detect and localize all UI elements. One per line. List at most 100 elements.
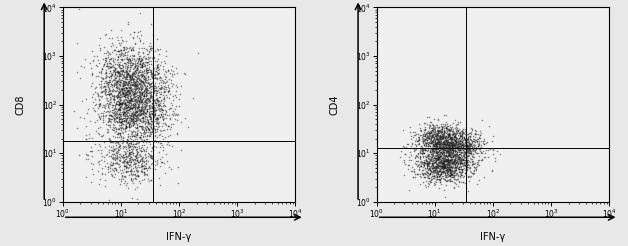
Point xyxy=(130,156,140,160)
Point xyxy=(404,188,414,192)
Point xyxy=(146,178,156,182)
Point xyxy=(440,146,450,150)
Point xyxy=(422,163,432,167)
Point xyxy=(123,73,133,77)
Point xyxy=(474,142,484,146)
Point xyxy=(441,149,452,153)
Point xyxy=(146,153,156,157)
Point xyxy=(446,159,456,163)
Point xyxy=(432,140,442,144)
Point xyxy=(439,165,449,169)
Point xyxy=(126,178,136,182)
Point xyxy=(117,117,127,121)
Point xyxy=(467,128,477,132)
Point xyxy=(125,154,135,158)
Point xyxy=(453,162,463,166)
Point xyxy=(87,81,97,85)
Point xyxy=(433,154,443,158)
Point xyxy=(109,94,119,98)
Point xyxy=(100,76,110,79)
Point xyxy=(113,132,123,136)
Point xyxy=(453,184,463,187)
Point xyxy=(107,163,117,167)
Point xyxy=(116,123,126,127)
Point xyxy=(121,105,131,109)
Point xyxy=(426,136,436,140)
Point xyxy=(122,113,132,117)
Point xyxy=(436,129,447,133)
Point xyxy=(129,99,139,103)
Point xyxy=(109,166,119,169)
Point xyxy=(138,64,148,68)
Point xyxy=(465,175,475,179)
Point xyxy=(131,82,141,86)
Point xyxy=(456,129,466,133)
Point xyxy=(438,161,448,165)
Point xyxy=(131,105,141,109)
Point xyxy=(118,153,128,157)
Point xyxy=(151,63,161,67)
Point xyxy=(457,155,467,159)
Point xyxy=(417,151,427,155)
Point xyxy=(132,90,142,93)
Point xyxy=(465,134,475,138)
Point xyxy=(104,137,114,141)
Point xyxy=(443,152,453,155)
Point xyxy=(458,145,468,149)
Point xyxy=(131,168,141,172)
Point xyxy=(447,155,457,159)
Point xyxy=(436,176,446,180)
Point xyxy=(116,48,126,52)
Point xyxy=(113,148,123,152)
Point xyxy=(122,67,133,71)
Point xyxy=(126,87,136,91)
Point xyxy=(457,132,467,136)
Point xyxy=(124,143,134,147)
Point xyxy=(140,87,150,91)
Point xyxy=(103,103,113,107)
Point xyxy=(114,106,124,110)
Point xyxy=(120,118,130,122)
Point xyxy=(158,145,168,149)
Point xyxy=(97,105,107,109)
Point xyxy=(107,117,117,121)
Point xyxy=(425,123,435,127)
Point xyxy=(138,107,148,111)
Point xyxy=(425,120,435,123)
Point xyxy=(116,169,126,172)
Point xyxy=(133,93,143,97)
Point xyxy=(133,71,143,75)
Point xyxy=(441,165,452,169)
Point xyxy=(142,95,152,99)
Point xyxy=(99,79,109,83)
Point xyxy=(455,134,465,138)
Point xyxy=(122,105,132,109)
Point xyxy=(103,123,113,127)
Point xyxy=(132,91,142,94)
Point xyxy=(435,144,445,148)
Point xyxy=(135,68,145,72)
Point xyxy=(111,76,121,80)
Point xyxy=(414,154,425,158)
Point xyxy=(149,66,160,70)
Point xyxy=(463,158,473,162)
Point xyxy=(104,117,114,121)
Point xyxy=(432,136,442,139)
Point xyxy=(93,58,103,62)
Point xyxy=(136,58,146,62)
Point xyxy=(449,137,459,141)
Point xyxy=(443,134,453,138)
Point xyxy=(474,158,484,162)
Point xyxy=(112,62,122,66)
Point xyxy=(98,111,108,115)
Point xyxy=(450,157,460,161)
Point xyxy=(134,86,144,90)
Point xyxy=(417,147,427,151)
Point xyxy=(436,160,447,164)
Point xyxy=(115,95,125,99)
Point xyxy=(450,140,460,144)
Point xyxy=(141,89,151,93)
Point xyxy=(440,158,450,162)
Point xyxy=(443,132,453,136)
Point xyxy=(130,64,140,68)
